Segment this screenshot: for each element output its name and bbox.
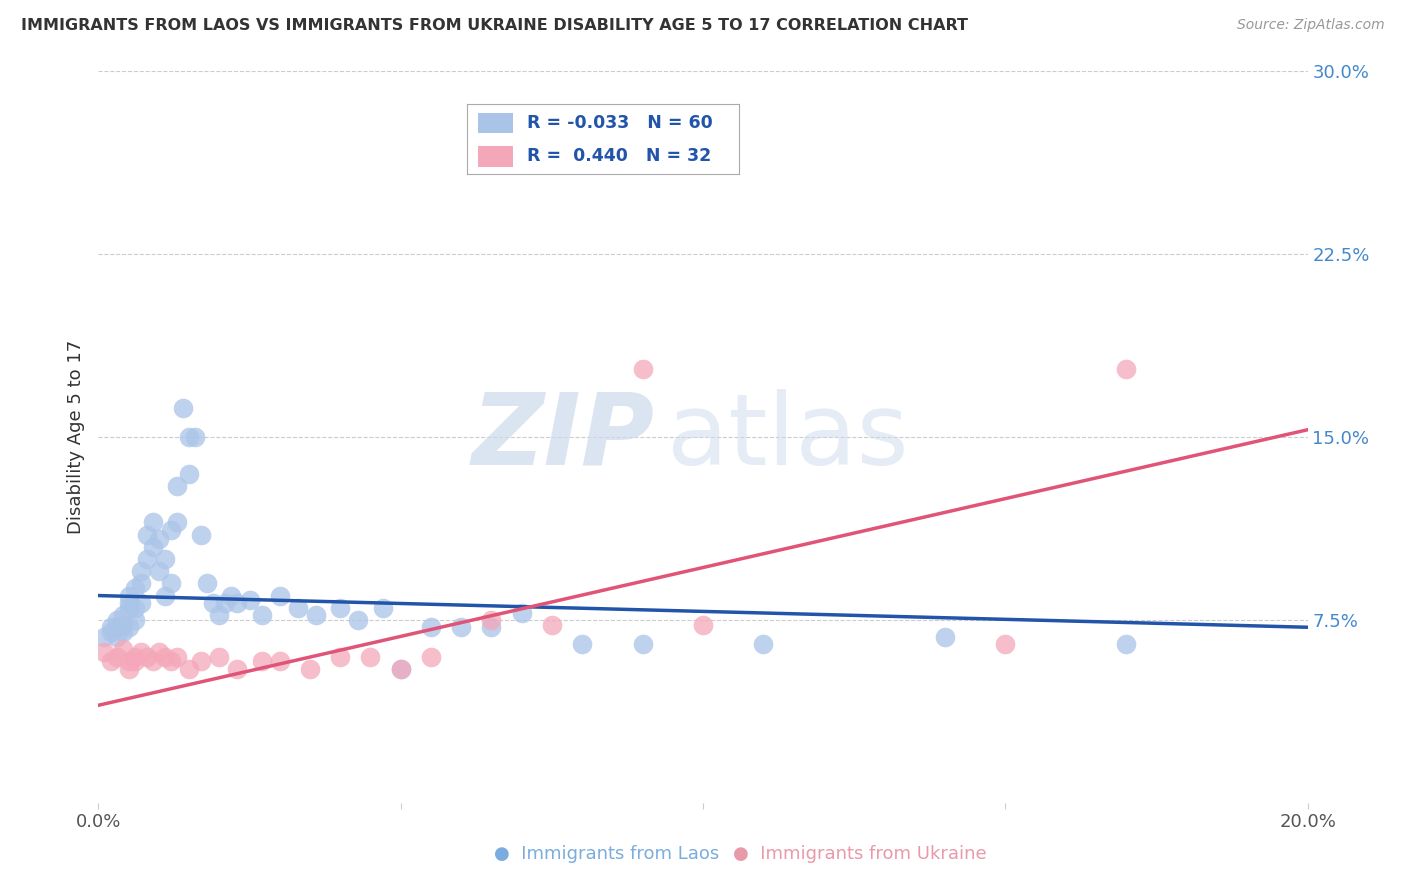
Point	[124, 581, 146, 595]
Point	[208, 649, 231, 664]
Point	[129, 576, 152, 591]
Point	[129, 645, 152, 659]
Point	[100, 620, 122, 634]
Point	[347, 613, 370, 627]
Point	[571, 637, 593, 651]
Point	[371, 600, 394, 615]
Point	[269, 589, 291, 603]
Point	[360, 649, 382, 664]
Point	[118, 620, 141, 634]
Point	[111, 617, 134, 632]
Point	[93, 645, 115, 659]
Point	[153, 589, 176, 603]
Point	[269, 654, 291, 668]
Point	[166, 516, 188, 530]
Point	[221, 589, 243, 603]
Point	[135, 649, 157, 664]
Point	[111, 642, 134, 657]
Point	[481, 613, 503, 627]
Point	[124, 613, 146, 627]
Point	[1115, 361, 1137, 376]
Point	[239, 593, 262, 607]
Point	[184, 430, 207, 444]
Text: IMMIGRANTS FROM LAOS VS IMMIGRANTS FROM UKRAINE DISABILITY AGE 5 TO 17 CORRELATI: IMMIGRANTS FROM LAOS VS IMMIGRANTS FROM …	[21, 18, 969, 33]
Point	[190, 654, 212, 668]
Point	[148, 645, 170, 659]
Point	[111, 625, 134, 640]
Point	[129, 596, 152, 610]
Point	[226, 596, 249, 610]
Point	[118, 589, 141, 603]
Point	[202, 596, 225, 610]
Point	[250, 608, 273, 623]
Text: ●  Immigrants from Laos: ● Immigrants from Laos	[494, 845, 718, 863]
Point	[250, 654, 273, 668]
Text: atlas: atlas	[666, 389, 908, 485]
Text: Source: ZipAtlas.com: Source: ZipAtlas.com	[1237, 18, 1385, 32]
Point	[93, 630, 115, 644]
Point	[118, 662, 141, 676]
Point	[105, 649, 128, 664]
Point	[179, 662, 201, 676]
Point	[510, 606, 533, 620]
Point	[153, 552, 176, 566]
Point	[160, 654, 183, 668]
Point	[135, 527, 157, 541]
Point	[305, 608, 328, 623]
Point	[179, 430, 201, 444]
Point	[287, 600, 309, 615]
Point	[450, 620, 472, 634]
Point	[118, 654, 141, 668]
Point	[389, 662, 412, 676]
Point	[934, 630, 956, 644]
Point	[329, 649, 352, 664]
Point	[142, 654, 165, 668]
Point	[692, 617, 714, 632]
Point	[148, 533, 170, 547]
Point	[105, 630, 128, 644]
Point	[160, 576, 183, 591]
Point	[129, 564, 152, 578]
Point	[631, 637, 654, 651]
Point	[329, 600, 352, 615]
Point	[994, 637, 1017, 651]
Point	[142, 540, 165, 554]
Point	[100, 654, 122, 668]
Point	[166, 479, 188, 493]
Point	[118, 600, 141, 615]
Point	[142, 516, 165, 530]
Point	[420, 620, 443, 634]
Point	[166, 649, 188, 664]
Point	[105, 613, 128, 627]
Point	[226, 662, 249, 676]
Point	[179, 467, 201, 481]
Point	[111, 608, 134, 623]
Point	[135, 552, 157, 566]
Text: ●  Immigrants from Ukraine: ● Immigrants from Ukraine	[734, 845, 987, 863]
Point	[124, 649, 146, 664]
Point	[100, 625, 122, 640]
Point	[172, 401, 194, 415]
Point	[481, 620, 503, 634]
Point	[208, 608, 231, 623]
Point	[148, 564, 170, 578]
Point	[118, 596, 141, 610]
Point	[1115, 637, 1137, 651]
Point	[420, 649, 443, 664]
Text: ZIP: ZIP	[471, 389, 655, 485]
Point	[752, 637, 775, 651]
Point	[124, 654, 146, 668]
Point	[540, 617, 562, 632]
Point	[631, 361, 654, 376]
Point	[190, 527, 212, 541]
Y-axis label: Disability Age 5 to 17: Disability Age 5 to 17	[66, 340, 84, 534]
Point	[389, 662, 412, 676]
Point	[153, 649, 176, 664]
Point	[105, 620, 128, 634]
Point	[214, 596, 236, 610]
Point	[299, 662, 322, 676]
Point	[160, 523, 183, 537]
Point	[124, 600, 146, 615]
Point	[195, 576, 218, 591]
